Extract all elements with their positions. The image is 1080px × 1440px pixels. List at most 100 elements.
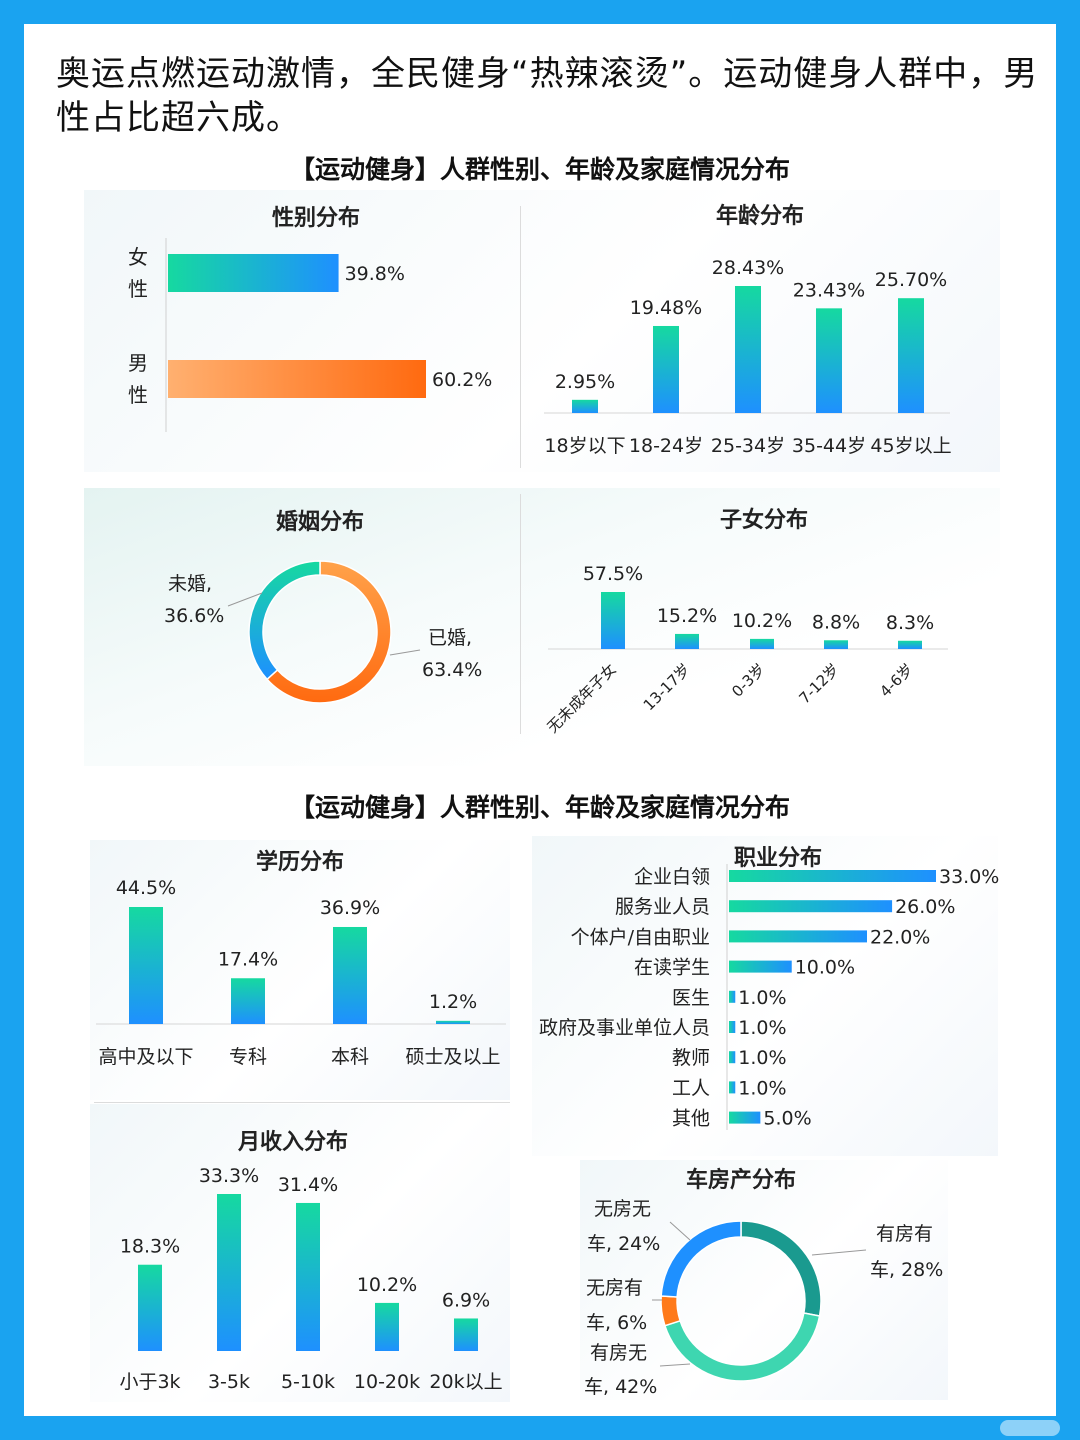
occupation-category-label-5: 政府及事业单位人员 [539, 1017, 710, 1039]
occupation-category-label-1: 服务业人员 [615, 896, 710, 918]
occupation-bar-3 [729, 960, 792, 973]
occupation-bar-5 [729, 1021, 736, 1033]
age-value-label-2: 28.43% [712, 257, 784, 279]
property-slice-2 [660, 1295, 682, 1327]
children-category-label-2: 0-3岁 [728, 660, 769, 701]
children-bar-0 [601, 592, 625, 649]
property-label-2-line-0: 无房有 [586, 1277, 643, 1299]
property-label-3-line-1: 车, 24% [587, 1233, 660, 1255]
property-leader-line-3 [669, 1221, 691, 1241]
divider-vertical-top [520, 206, 521, 468]
gender-bar-0 [168, 254, 339, 292]
age-bar-3 [816, 308, 842, 413]
education-category-label-1: 专科 [229, 1046, 267, 1068]
age-value-label-0: 2.95% [555, 371, 615, 393]
property-chart-title: 车房产分布 [685, 1168, 796, 1193]
property-leader-line-1 [659, 1363, 691, 1367]
section-title-1: 【运动健身】人群性别、年龄及家庭情况分布 [289, 155, 790, 184]
marriage-slice-1 [248, 560, 321, 681]
education-bar-3 [436, 1020, 470, 1024]
education-category-label-0: 高中及以下 [98, 1046, 193, 1068]
occupation-value-label-7: 1.0% [738, 1077, 786, 1099]
section-1-bottom-panel [84, 488, 1000, 766]
income-value-label-0: 18.3% [120, 1236, 180, 1258]
income-value-label-1: 33.3% [199, 1165, 259, 1187]
children-value-label-0: 57.5% [583, 563, 643, 585]
occupation-value-label-4: 1.0% [738, 987, 786, 1009]
age-value-label-1: 19.48% [630, 297, 702, 319]
gender-chart-title: 性别分布 [271, 206, 360, 231]
income-category-label-0: 小于3k [119, 1371, 180, 1393]
gender-bar-1 [168, 360, 426, 398]
occupation-bar-8 [729, 1111, 761, 1124]
age-value-label-3: 23.43% [793, 279, 865, 301]
occupation-category-label-7: 工人 [672, 1077, 710, 1099]
education-chart-title: 学历分布 [255, 850, 344, 875]
age-bar-1 [653, 325, 679, 413]
age-category-label-2: 25-34岁 [711, 435, 785, 457]
children-value-label-1: 15.2% [657, 605, 717, 627]
occupation-bar-1 [729, 900, 893, 913]
children-category-label-1: 13-17岁 [640, 660, 694, 714]
marriage-label-1-line-0: 未婚, [168, 573, 212, 595]
property-panel [580, 1160, 948, 1400]
income-bar-0 [138, 1264, 162, 1351]
income-bar-3 [375, 1302, 399, 1351]
occupation-value-label-2: 22.0% [870, 926, 930, 948]
marriage-chart-title: 婚姻分布 [275, 510, 364, 535]
divider-horizontal [94, 1102, 510, 1103]
property-label-2-line-1: 车, 6% [586, 1312, 647, 1334]
age-category-label-1: 18-24岁 [629, 435, 703, 457]
property-label-1-line-1: 车, 42% [584, 1376, 657, 1398]
occupation-category-label-4: 医生 [672, 987, 710, 1009]
marriage-label-0-line-0: 已婚, [428, 627, 472, 649]
property-slice-0 [740, 1220, 822, 1317]
children-bar-4 [898, 640, 922, 649]
occupation-value-label-0: 33.0% [939, 866, 999, 888]
occupation-category-label-8: 其他 [672, 1108, 710, 1130]
children-category-label-4: 4-6岁 [876, 660, 917, 701]
property-label-0-line-0: 有房有 [876, 1223, 933, 1245]
property-label-0-line-1: 车, 28% [870, 1259, 943, 1281]
children-bar-3 [824, 640, 848, 649]
section-title-2: 【运动健身】人群性别、年龄及家庭情况分布 [289, 793, 790, 822]
age-category-label-4: 45岁以上 [870, 435, 951, 457]
property-slice-3 [660, 1220, 742, 1298]
income-value-label-2: 31.4% [278, 1174, 338, 1196]
occupation-bar-0 [729, 870, 936, 882]
divider-vertical-bottom [520, 494, 521, 734]
marriage-leader-line-1 [227, 592, 263, 607]
watermark-badge [1000, 1420, 1060, 1436]
occupation-value-label-1: 26.0% [895, 896, 955, 918]
marriage-label-1-line-1: 36.6% [164, 605, 224, 627]
income-bar-2 [296, 1202, 320, 1351]
gender-value-label-1: 60.2% [432, 369, 492, 391]
children-bar-2 [750, 638, 774, 649]
property-slice-1 [663, 1312, 821, 1382]
property-label-3-line-0: 无房无 [594, 1198, 651, 1220]
income-bar-1 [217, 1194, 241, 1351]
education-category-label-2: 本科 [331, 1046, 369, 1068]
children-value-label-4: 8.3% [886, 612, 934, 634]
marriage-label-0-line-1: 63.4% [422, 659, 482, 681]
occupation-bar-2 [729, 930, 867, 943]
education-value-label-2: 36.9% [320, 897, 380, 919]
education-value-label-3: 1.2% [429, 991, 477, 1013]
education-category-label-3: 硕士及以上 [405, 1046, 500, 1068]
gender-category-char-1-1: 性 [128, 383, 148, 407]
education-bar-1 [231, 978, 265, 1024]
property-leader-line-0 [811, 1249, 867, 1256]
income-value-label-4: 6.9% [442, 1289, 490, 1311]
children-value-label-2: 10.2% [732, 610, 792, 632]
children-chart-title: 子女分布 [719, 508, 808, 533]
gender-category-char-0-1: 性 [128, 277, 148, 301]
income-category-label-4: 20k以上 [429, 1371, 502, 1393]
children-value-label-3: 8.8% [812, 611, 860, 633]
occupation-value-label-3: 10.0% [795, 957, 855, 979]
section-1-top-panel [84, 190, 1000, 472]
age-value-label-4: 25.70% [875, 269, 947, 291]
gender-value-label-0: 39.8% [345, 263, 405, 285]
gender-category-char-0-0: 女 [128, 245, 148, 269]
occupation-bar-4 [729, 990, 736, 1003]
education-value-label-0: 44.5% [116, 877, 176, 899]
